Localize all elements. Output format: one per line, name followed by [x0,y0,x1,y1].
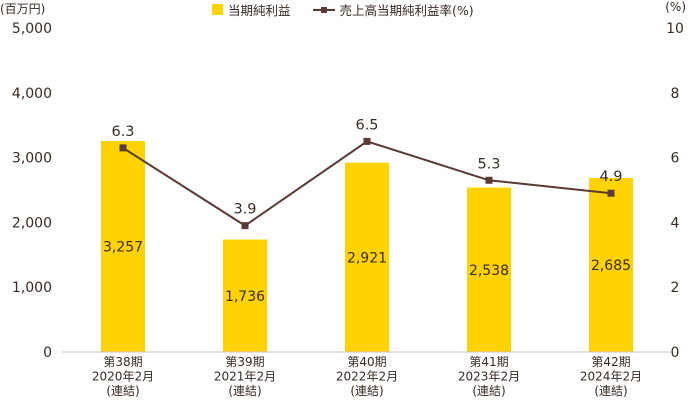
line-value-label: 6.3 [111,124,134,140]
legend-item-net-income: 当期純利益 [212,0,291,19]
left-axis-tick-label: 4,000 [12,86,52,102]
category-label: 2021年2月 [214,370,276,384]
category-label: 第39期 [225,355,264,369]
category-label: 第42期 [591,355,630,369]
legend-item-margin: 売上高当期純利益率(%) [312,0,474,19]
legend-label-net-income: 当期純利益 [228,3,291,18]
category-label: 第41期 [469,355,508,369]
category-label: 2023年2月 [458,370,520,384]
category-label: 2024年2月 [580,370,642,384]
category-label: 2020年2月 [92,370,154,384]
legend: 当期純利益 売上高当期純利益率(%) [212,0,474,19]
right-axis-tick-label: 10 [666,21,684,37]
left-axis-tick-label: 1,000 [12,280,52,296]
legend-label-margin: 売上高当期純利益率(%) [339,3,474,18]
line-swatch-icon [312,5,335,15]
category-label: (連結) [106,384,139,398]
line-point [241,222,249,230]
bar [101,140,145,352]
right-axis-tick-label: 2 [671,280,680,296]
left-axis-tick-label: 0 [43,345,52,361]
bar [345,162,389,352]
bar [223,239,267,352]
line-value-label: 5.3 [477,156,500,172]
category-label: 第40期 [347,355,386,369]
category-label: (連結) [350,384,383,398]
line-point [607,189,615,197]
left-axis-tick-label: 5,000 [12,21,52,37]
line-point [363,137,371,145]
bar-value-label: 2,538 [469,263,509,279]
bar-value-label: 1,736 [225,289,265,305]
right-axis-tick-label: 6 [671,151,680,167]
right-axis-tick-label: 4 [671,215,680,231]
bar-value-label: 2,685 [591,258,631,274]
right-axis-tick-label: 0 [671,345,680,361]
bar-value-label: 2,921 [347,250,387,266]
bar-swatch-icon [212,4,223,15]
right-axis-tick-label: 8 [671,86,680,102]
line-value-label: 3.9 [233,202,256,218]
line-value-label: 4.9 [599,169,622,185]
bar-value-label: 3,257 [103,239,143,255]
bar [589,178,633,352]
left-axis-tick-label: 3,000 [12,151,52,167]
bar [467,187,511,352]
category-label: 2022年2月 [336,370,398,384]
category-label: (連結) [228,384,261,398]
left-axis-tick-label: 2,000 [12,215,52,231]
category-label: (連結) [594,384,627,398]
category-label: (連結) [472,384,505,398]
category-label: 第38期 [103,355,142,369]
right-axis-unit: (%) [665,0,686,14]
left-axis-unit: (百万円) [0,2,46,16]
line-point [485,176,493,184]
line-value-label: 6.5 [355,117,378,133]
line-point [119,144,127,152]
